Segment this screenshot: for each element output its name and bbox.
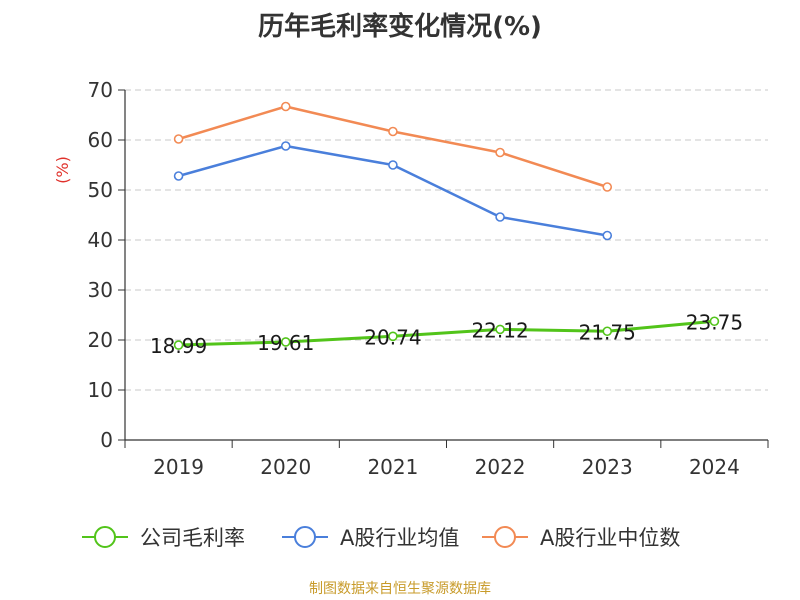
legend-label: A股行业均值 (340, 526, 459, 550)
legend-swatch-marker (294, 526, 316, 548)
y-tick-label: 70 (88, 78, 113, 102)
data-label: 20.74 (364, 325, 421, 349)
series-line (178, 144, 608, 237)
legend-item: A股行业均值 (282, 526, 459, 550)
y-tick-label: 50 (88, 178, 113, 202)
data-point (495, 212, 505, 222)
series-line (178, 319, 715, 347)
data-point (280, 337, 291, 347)
data-point (495, 147, 505, 158)
axes: 0 10 20 30 40 50 60 70 2019 2020 2021 2022 2023 2024 (… (53, 78, 769, 479)
data-point (602, 182, 613, 192)
data-point (388, 126, 398, 137)
data-point (173, 134, 184, 144)
data-labels: 18.99 19.61 20.74 22.12 21.75 23.75 (150, 310, 743, 358)
y-axis-title: (%) (53, 156, 72, 184)
legend: 公司毛利率 A股行业均值 A股行业中位数 (82, 526, 680, 550)
data-label: 19.61 (257, 331, 314, 355)
data-point (709, 316, 720, 327)
y-tick-label: 60 (88, 128, 113, 152)
data-point (602, 230, 613, 241)
data-point (388, 331, 398, 342)
legend-label: A股行业中位数 (540, 526, 680, 550)
series-lines (173, 101, 720, 350)
legend-item: 公司毛利率 (82, 526, 245, 550)
data-point (173, 171, 184, 181)
legend-label: 公司毛利率 (140, 526, 245, 550)
data-label: 21.75 (579, 320, 636, 344)
y-tick-label: 20 (88, 328, 113, 352)
x-tick-label: 2019 (153, 455, 204, 479)
y-tick-label: 0 (100, 428, 113, 452)
legend-item: A股行业中位数 (482, 526, 680, 550)
x-tick-label: 2023 (582, 455, 633, 479)
y-tick-label: 30 (88, 278, 113, 302)
data-point (280, 101, 291, 112)
legend-swatch-marker (94, 526, 116, 548)
data-label: 23.75 (686, 310, 743, 334)
data-label: 18.99 (150, 334, 207, 358)
data-point (602, 326, 613, 337)
data-point (388, 160, 398, 170)
legend-swatch-marker (494, 526, 516, 548)
data-label: 22.12 (471, 318, 528, 342)
x-tick-label: 2021 (367, 455, 418, 479)
x-tick-label: 2020 (260, 455, 311, 479)
data-point (173, 340, 184, 350)
series-line (178, 105, 608, 189)
data-point (280, 141, 291, 151)
chart-title: 历年毛利率变化情况(%) (258, 12, 542, 42)
y-tick-label: 40 (88, 228, 113, 252)
x-tick-label: 2022 (475, 455, 526, 479)
source-note: 制图数据来自恒生聚源数据库 (309, 581, 491, 597)
data-point (495, 324, 505, 335)
x-tick-label: 2024 (689, 455, 740, 479)
y-tick-label: 10 (88, 378, 113, 402)
